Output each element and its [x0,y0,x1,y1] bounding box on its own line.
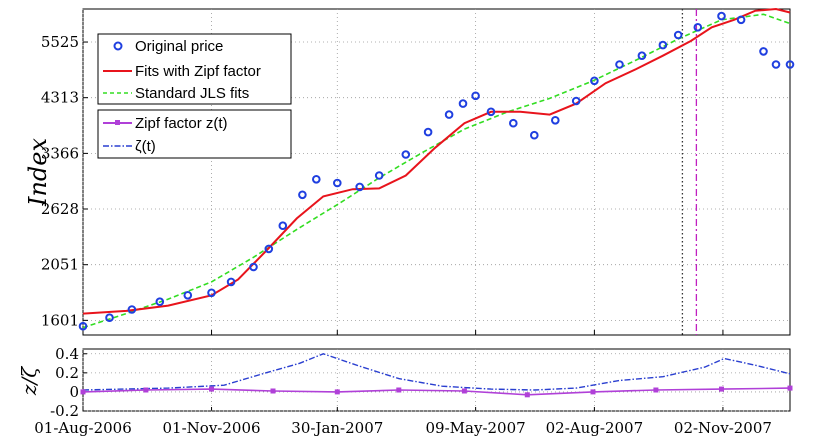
point-original-0 [78,321,88,331]
point-original-16 [423,127,433,137]
point-original-1 [105,313,114,323]
legend: Original price Fits with Zipf factor Sta… [97,33,292,159]
point-zipf-factor-7 [524,392,530,398]
main-y-tick-label-1: 2051 [41,256,79,274]
legend-label-zipf-factor: Zipf factor z(t) [135,115,228,132]
legend-box-lower [97,109,292,159]
point-zipf-factor-4 [334,389,340,395]
point-zipf-factor-9 [653,387,659,393]
point-original-25 [590,76,599,86]
sub-grid [82,349,790,412]
point-zipf-factor-11 [787,385,793,391]
point-zipf-factor-5 [396,387,402,393]
sub-series [80,353,793,398]
series-line-jls-fit [82,13,791,329]
point-original-4 [183,291,193,300]
legend-label-original: Original price [135,38,223,55]
point-original-7 [249,262,258,272]
main-series [78,7,795,331]
point-zipf-factor-2 [209,386,214,392]
series-line-zeta [82,353,791,391]
sub-y-tick-label-1: 0.2 [55,364,79,382]
point-zipf-factor-8 [590,389,596,395]
point-original-30 [693,23,703,32]
point-original-11 [312,175,321,184]
x-tick-label-4: 02-Aug-2007 [546,419,644,437]
legend-label-zeta: ζ(t) [135,138,156,155]
point-original-17 [444,110,454,119]
x-tick-label-1: 01-Nov-2006 [163,419,261,437]
legend-marker-original [113,41,123,51]
point-original-22 [530,130,539,140]
point-original-5 [207,288,216,298]
main-y-ticks: 1601 2051 2628 3366 4313 5525 [41,33,79,329]
point-original-27 [637,51,647,61]
main-y-tick-label-5: 5525 [41,33,79,51]
point-original-32 [736,15,746,25]
point-zipf-factor-0 [80,389,86,395]
point-original-35 [785,60,795,69]
point-original-18 [458,99,468,108]
point-original-34 [771,60,781,69]
x-ticks: 01-Aug-2006 01-Nov-2006 30-Jan-2007 09-May-… [34,419,772,437]
point-zipf-factor-10 [719,386,724,392]
sub-axes-frame [82,348,791,412]
point-zipf-factor-6 [461,388,467,394]
sub-y-ticks: 0.40.20-0.2 [50,345,79,420]
point-original-33 [759,47,768,56]
point-original-6 [226,277,236,287]
series-line-zipf-fit [82,7,791,315]
legend-label-zipf-fit: Fits with Zipf factor [135,63,261,80]
main-y-axis-label: Index [24,138,52,208]
point-original-14 [374,171,384,180]
point-zipf-factor-3 [270,388,276,394]
point-original-31 [717,11,726,21]
point-original-23 [551,116,560,125]
legend-label-jls: Standard JLS fits [135,85,249,102]
point-original-24 [571,96,581,106]
point-original-8 [264,244,274,254]
point-original-20 [486,107,496,117]
x-tick-label-3: 09-May-2007 [426,419,526,437]
point-original-19 [471,91,480,101]
x-tick-label-5: 02-Nov-2007 [674,419,772,437]
point-original-10 [298,190,307,200]
legend-marker-zipf-factor [115,120,120,125]
legend-box-upper [97,33,292,105]
sub-y-tick-label-3: -0.2 [50,402,79,420]
main-vertical-lines [681,9,698,335]
sub-y-tick-label-0: 0.4 [55,345,79,363]
point-original-12 [333,178,342,188]
series-line-zipf-factor [82,387,791,396]
point-original-3 [155,297,165,307]
point-original-2 [127,305,137,314]
main-y-tick-label-0: 1601 [41,311,79,329]
sub-y-tick-label-2: 0 [69,383,79,401]
point-original-28 [658,40,668,50]
sub-y-axis-label: z/ζ [17,366,41,396]
point-original-15 [401,150,411,159]
point-original-29 [673,30,683,40]
main-y-tick-label-3: 3366 [41,144,79,162]
point-original-9 [278,221,288,230]
point-zipf-factor-1 [143,387,149,393]
point-original-13 [355,182,365,192]
sub-panel: 0.40.20-0.2 z/ζ [17,345,793,420]
x-tick-label-0: 01-Aug-2006 [34,419,132,437]
point-original-26 [615,60,624,69]
point-original-21 [509,118,518,128]
main-y-tick-label-2: 2628 [41,200,79,218]
x-tick-label-2: 30-Jan-2007 [291,419,383,437]
main-grid [82,9,790,335]
main-y-tick-label-4: 4313 [41,89,79,107]
